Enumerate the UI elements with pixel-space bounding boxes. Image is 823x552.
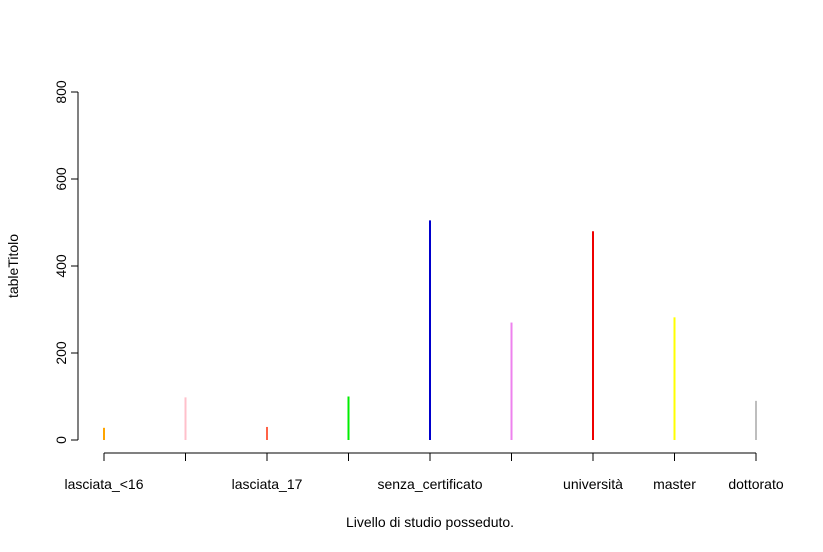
x-tick-label: lasciata_17 bbox=[232, 476, 303, 492]
y-tick-label: 0 bbox=[53, 436, 69, 444]
x-tick-label: università bbox=[563, 476, 623, 492]
bars bbox=[103, 220, 757, 440]
x-tick-label: master bbox=[653, 476, 696, 492]
x-axis-title: Livello di studio posseduto. bbox=[346, 514, 514, 530]
x-tick-label: senza_certificato bbox=[377, 476, 482, 492]
y-axis: 0 200 400 600 800 bbox=[53, 80, 79, 444]
y-tick-label: 400 bbox=[53, 254, 69, 278]
y-tick-label: 600 bbox=[53, 167, 69, 191]
x-axis: lasciata_<16 lasciata_17 senza_certificato… bbox=[64, 452, 784, 492]
y-axis-title: tableTitolo bbox=[5, 234, 21, 298]
x-tick-label: dottorato bbox=[728, 476, 783, 492]
y-tick-label: 200 bbox=[53, 341, 69, 365]
y-tick-label: 800 bbox=[53, 80, 69, 104]
x-tick-label: lasciata_<16 bbox=[64, 476, 143, 492]
